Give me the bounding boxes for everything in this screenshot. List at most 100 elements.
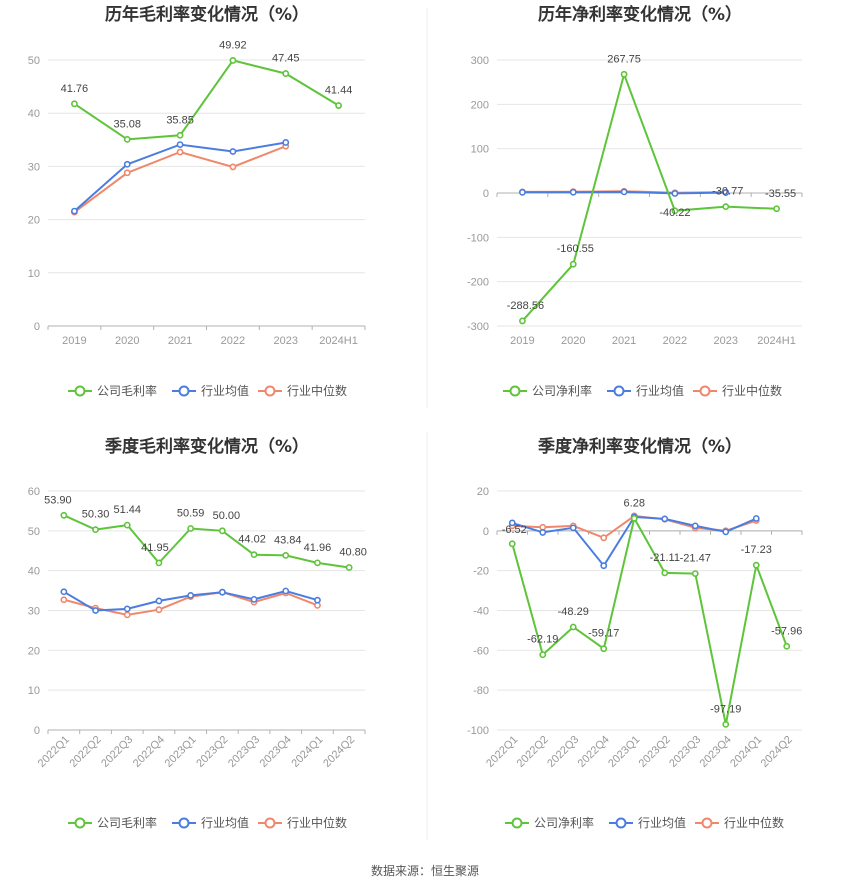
series-line-company — [511, 515, 788, 725]
data-point-company — [691, 570, 699, 577]
data-point-company — [123, 135, 131, 143]
x-tick-label: 2022Q2 — [515, 734, 551, 770]
data-label: -57.96 — [771, 625, 802, 637]
chart-panel-1: 历年毛利率变化情况（%） 0 10 20 30 40 50 2019 2020 2021 2022 2… — [28, 4, 366, 398]
data-point-industry_avg — [60, 588, 68, 596]
data-point-company — [92, 526, 99, 534]
legend-label-company: 公司毛利率 — [97, 815, 157, 830]
y-tick-label: 0 — [34, 725, 40, 737]
data-point-industry_avg — [539, 529, 547, 536]
data-point-company — [508, 540, 516, 548]
y-tick-label: -200 — [467, 277, 489, 289]
data-point-company — [314, 559, 321, 567]
data-point-industry_avg — [176, 141, 184, 148]
data-point-company — [218, 527, 226, 535]
data-point-industry_avg — [282, 139, 290, 146]
legend-label-company: 公司净利率 — [532, 383, 592, 398]
legend-marker-industry_median — [699, 385, 711, 397]
legend-label-industry_avg: 行业均值 — [201, 383, 249, 398]
y-tick-label: 10 — [28, 268, 40, 280]
data-label: 44.02 — [238, 534, 266, 546]
data-point-company — [773, 205, 780, 213]
chart-title: 历年净利率变化情况（%） — [538, 4, 742, 25]
x-tick-label: 2020 — [115, 335, 139, 347]
chart-title: 季度毛利率变化情况（%） — [105, 436, 309, 457]
series-line-company — [63, 514, 350, 569]
data-point-industry_avg — [671, 190, 679, 197]
data-point-company — [282, 551, 290, 559]
data-point-company — [630, 514, 638, 522]
y-tick-label: -60 — [473, 645, 489, 657]
data-point-company — [229, 57, 237, 64]
data-point-industry_avg — [92, 607, 99, 614]
x-tick-label: 2024Q2 — [759, 734, 795, 770]
x-tick-label: 2022Q4 — [131, 734, 167, 770]
data-label: -40.22 — [659, 207, 690, 219]
data-point-industry_avg — [123, 160, 131, 168]
data-point-company — [187, 525, 195, 532]
data-label: 49.92 — [219, 39, 247, 51]
x-tick-label: 2023Q1 — [606, 734, 642, 770]
data-label: 41.95 — [141, 542, 169, 554]
legend-label-industry_median: 行业中位数 — [287, 383, 347, 398]
legend-marker-company — [509, 385, 521, 397]
x-tick-label: 2024Q1 — [728, 734, 764, 770]
y-tick-label: 0 — [483, 526, 489, 538]
legend-marker-industry_median — [264, 817, 276, 829]
data-point-company — [722, 203, 730, 211]
y-tick-label: 40 — [28, 566, 40, 578]
data-point-company — [345, 564, 353, 571]
data-point-industry_avg — [691, 522, 699, 530]
data-label: -62.19 — [527, 634, 558, 646]
data-label: -48.29 — [558, 606, 589, 618]
x-tick-label: 2022Q1 — [36, 734, 72, 770]
legend-marker-company — [74, 385, 86, 397]
legend-marker-company — [74, 817, 86, 829]
data-label: 53.90 — [44, 494, 72, 506]
data-label: -35.55 — [765, 188, 796, 200]
data-label: 50.00 — [213, 510, 241, 522]
data-label: 50.59 — [177, 507, 205, 519]
data-point-company — [71, 100, 78, 108]
y-tick-label: 10 — [28, 685, 40, 697]
chart-panel-4: 季度净利率变化情况（%）-100-80-60-40-200202022Q1202… — [467, 436, 803, 830]
data-point-industry_avg — [123, 605, 131, 613]
x-tick-label: 2024Q2 — [321, 734, 357, 770]
data-point-industry_avg — [282, 587, 290, 595]
y-tick-label: 200 — [471, 99, 489, 111]
data-point-industry_avg — [722, 528, 730, 536]
x-tick-label: 2023 — [274, 335, 298, 347]
chart-title: 历年毛利率变化情况（%） — [105, 4, 309, 25]
data-label: -59.17 — [588, 628, 619, 640]
y-tick-label: 20 — [477, 486, 489, 498]
data-point-company — [250, 551, 258, 559]
x-tick-label: 2021 — [168, 335, 192, 347]
data-point-company — [539, 651, 547, 659]
data-point-industry_avg — [314, 596, 321, 604]
x-tick-label: 2023Q2 — [637, 734, 673, 770]
y-tick-label: -20 — [473, 566, 489, 578]
y-tick-label: 40 — [28, 108, 40, 120]
y-tick-label: 60 — [28, 486, 40, 498]
legend-label-company: 公司毛利率 — [97, 383, 157, 398]
x-tick-label: 2022Q3 — [99, 734, 135, 770]
data-point-industry_avg — [187, 591, 195, 599]
data-point-company — [620, 70, 628, 78]
series-line-company — [521, 71, 777, 322]
legend-label-industry_median: 行业中位数 — [722, 383, 782, 398]
data-point-industry_median — [155, 606, 163, 614]
y-tick-label: 50 — [28, 526, 40, 538]
data-label: 40.80 — [339, 546, 367, 558]
y-tick-label: 100 — [471, 144, 489, 156]
data-point-industry_median — [123, 169, 131, 177]
data-point-industry_median — [60, 596, 68, 604]
data-point-company — [600, 645, 608, 653]
data-point-company — [123, 521, 131, 529]
data-point-company — [155, 559, 163, 567]
chart-panel-3: 季度毛利率变化情况（%）01020304050602022Q12022Q2202… — [28, 436, 367, 830]
legend-label-industry_avg: 行业均值 — [638, 815, 686, 830]
data-point-industry_avg — [752, 515, 760, 522]
data-label: -288.56 — [507, 300, 544, 312]
data-point-industry_avg — [218, 588, 226, 596]
